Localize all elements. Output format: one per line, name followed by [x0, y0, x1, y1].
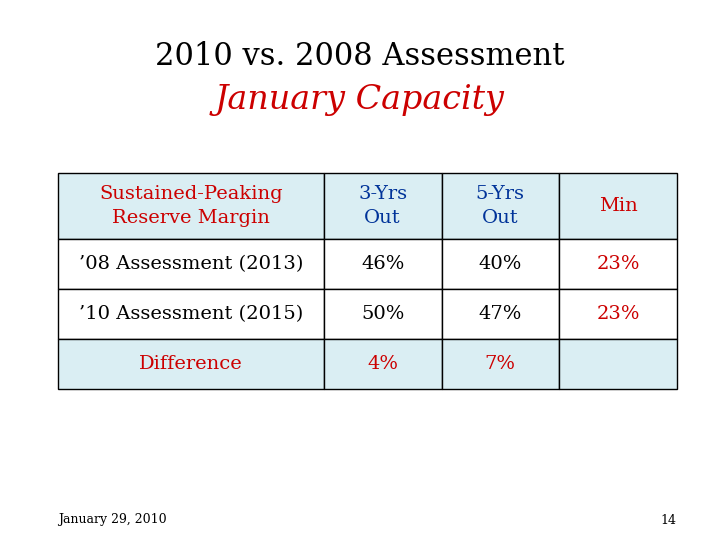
Text: 4%: 4% — [367, 355, 398, 373]
Text: 14: 14 — [661, 514, 677, 526]
Text: 23%: 23% — [596, 305, 640, 323]
Text: Min: Min — [598, 197, 637, 215]
Text: 50%: 50% — [361, 305, 405, 323]
Text: 40%: 40% — [479, 255, 522, 273]
Text: January 29, 2010: January 29, 2010 — [58, 514, 166, 526]
Text: Difference: Difference — [139, 355, 243, 373]
Text: Sustained-Peaking
Reserve Margin: Sustained-Peaking Reserve Margin — [99, 185, 282, 226]
Text: 7%: 7% — [485, 355, 516, 373]
Text: 47%: 47% — [479, 305, 522, 323]
Text: ’08 Assessment (2013): ’08 Assessment (2013) — [78, 255, 303, 273]
Text: ’10 Assessment (2015): ’10 Assessment (2015) — [78, 305, 303, 323]
Text: 5-Yrs
Out: 5-Yrs Out — [476, 185, 525, 226]
Text: January Capacity: January Capacity — [215, 84, 505, 116]
Text: 3-Yrs
Out: 3-Yrs Out — [358, 185, 408, 226]
Text: 46%: 46% — [361, 255, 405, 273]
Text: 23%: 23% — [596, 255, 640, 273]
Text: 2010 vs. 2008 Assessment: 2010 vs. 2008 Assessment — [156, 41, 564, 72]
